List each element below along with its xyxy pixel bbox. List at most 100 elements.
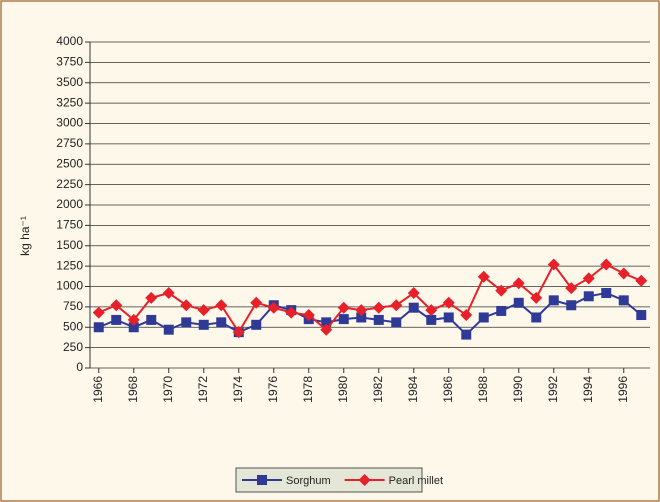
- data-point: [460, 309, 473, 322]
- x-tick-label: 1980: [336, 376, 350, 403]
- data-point: [250, 296, 263, 309]
- data-point: [617, 267, 630, 280]
- data-point: [442, 296, 455, 309]
- data-point: [356, 312, 367, 323]
- data-point: [162, 287, 175, 300]
- x-tick-label: 1996: [616, 376, 630, 403]
- data-point: [128, 322, 139, 333]
- data-point: [111, 314, 122, 325]
- data-point: [495, 284, 508, 297]
- y-tick-label: 2000: [56, 197, 83, 211]
- x-tick-label: 1974: [231, 376, 245, 403]
- data-point: [478, 312, 489, 323]
- data-point: [163, 324, 174, 335]
- data-point: [215, 299, 228, 312]
- x-tick-label: 1988: [476, 376, 490, 403]
- x-tick-label: 1986: [441, 376, 455, 403]
- legend-label: Sorghum: [286, 475, 331, 487]
- data-point: [407, 287, 420, 300]
- data-point: [92, 306, 105, 319]
- data-point: [372, 301, 385, 314]
- data-point: [636, 310, 647, 321]
- data-point: [93, 322, 104, 333]
- data-point: [181, 317, 192, 328]
- data-point: [512, 277, 525, 290]
- data-point: [391, 317, 402, 328]
- data-point: [547, 258, 560, 271]
- y-tick-label: 4000: [56, 34, 83, 48]
- data-point: [565, 282, 578, 295]
- data-point: [600, 258, 613, 271]
- data-point: [426, 314, 437, 325]
- data-point: [267, 301, 280, 314]
- y-tick-label: 3500: [56, 75, 83, 89]
- data-point: [302, 309, 315, 322]
- data-point: [461, 329, 472, 340]
- y-tick-label: 2500: [56, 156, 83, 170]
- data-point: [443, 312, 454, 323]
- data-point: [180, 299, 193, 312]
- data-point: [530, 291, 543, 304]
- data-point: [477, 270, 490, 283]
- y-axis-label: kg ha⁻¹: [18, 216, 32, 256]
- data-point: [197, 304, 210, 317]
- x-tick-label: 1994: [581, 376, 595, 403]
- data-point: [285, 306, 298, 319]
- x-tick-label: 1976: [266, 376, 280, 403]
- data-point: [583, 291, 594, 302]
- y-tick-label: 0: [76, 360, 83, 374]
- y-tick-label: 1250: [56, 258, 83, 272]
- x-tick-label: 1968: [126, 376, 140, 403]
- data-point: [198, 319, 209, 330]
- x-tick-label: 1972: [196, 376, 210, 403]
- data-point: [355, 304, 368, 317]
- legend-marker: [358, 474, 371, 486]
- data-point: [337, 301, 350, 314]
- y-tick-label: 2750: [56, 136, 83, 150]
- data-point: [531, 312, 542, 323]
- data-point: [618, 295, 629, 306]
- y-tick-label: 250: [63, 340, 83, 354]
- y-tick-label: 1500: [56, 238, 83, 252]
- data-point: [408, 302, 419, 313]
- data-point: [320, 323, 333, 336]
- data-point: [321, 317, 332, 328]
- data-point: [548, 295, 559, 306]
- y-tick-label: 2250: [56, 177, 83, 191]
- x-tick-label: 1990: [511, 376, 525, 403]
- y-tick-label: 3000: [56, 116, 83, 130]
- data-point: [601, 288, 612, 299]
- data-point: [145, 291, 158, 304]
- y-tick-label: 1750: [56, 218, 83, 232]
- y-tick-label: 500: [63, 319, 83, 333]
- data-point: [582, 272, 595, 285]
- data-point: [390, 299, 403, 312]
- x-tick-label: 1992: [546, 376, 560, 403]
- legend-label: Pearl millet: [389, 475, 443, 487]
- data-point: [232, 326, 245, 339]
- data-point: [425, 304, 438, 317]
- y-tick-label: 1000: [56, 279, 83, 293]
- y-tick-label: 3750: [56, 55, 83, 69]
- data-point: [496, 305, 507, 316]
- data-point: [566, 300, 577, 311]
- data-point: [338, 314, 349, 325]
- x-tick-label: 1970: [161, 376, 175, 403]
- legend: Sorghum Pearl millet: [235, 467, 443, 493]
- y-tick-label: 750: [63, 299, 83, 313]
- data-point: [216, 317, 227, 328]
- data-point: [110, 299, 123, 312]
- x-tick-label: 1982: [371, 376, 385, 403]
- data-point: [635, 274, 648, 287]
- data-point: [146, 314, 157, 325]
- data-point: [251, 319, 262, 330]
- y-tick-label: 3250: [56, 95, 83, 109]
- data-point: [127, 313, 140, 326]
- x-tick-label: 1978: [301, 376, 315, 403]
- x-tick-label: 1984: [406, 376, 420, 403]
- x-tick-label: 1966: [91, 376, 105, 403]
- data-point: [373, 314, 384, 325]
- legend-marker: [257, 475, 267, 485]
